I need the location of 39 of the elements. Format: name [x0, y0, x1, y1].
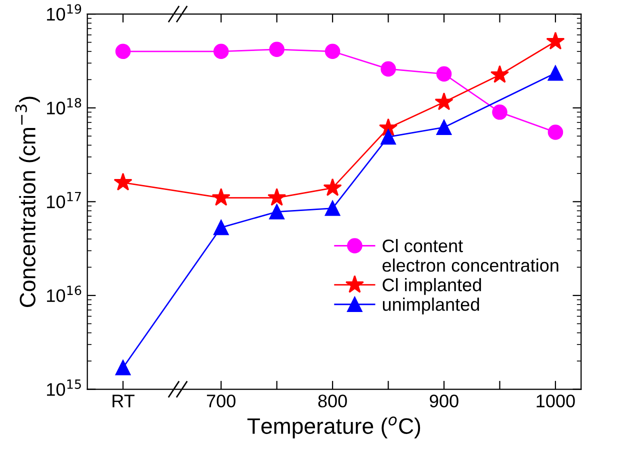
point: [492, 104, 508, 120]
point: [436, 120, 452, 135]
point: [324, 200, 340, 216]
x-tick-label: 900: [430, 394, 458, 408]
annotation: electron concentration: [382, 258, 558, 272]
y-axis-title: Concentration (cm$^{−3}$): [15, 96, 40, 307]
point: [114, 172, 132, 191]
y-tick-label: 10$^{15}$: [47, 380, 81, 396]
point: [380, 129, 396, 145]
point: [115, 44, 131, 60]
x-tick-label: RT: [112, 394, 134, 408]
legend-label: unimplanted: [382, 298, 479, 314]
point: [380, 61, 396, 77]
point: [323, 178, 342, 196]
y-tick-label: 10$^{19}$: [47, 4, 82, 21]
point: [379, 118, 398, 136]
point: [115, 360, 131, 376]
x-tick-label: 1000: [536, 394, 575, 408]
point: [436, 66, 452, 82]
point: [269, 204, 284, 220]
point: [213, 44, 229, 60]
point: [269, 42, 284, 58]
y-tick-label: 10$^{18}$: [47, 98, 82, 114]
point: [324, 44, 340, 60]
x-axis-title: Temperature ($^{o}$C): [247, 416, 420, 438]
legend-label: Cl implanted: [382, 278, 481, 295]
y-tick-label: 10$^{16}$: [47, 286, 82, 302]
point: [213, 220, 229, 236]
point: [490, 65, 510, 83]
point: [546, 32, 565, 50]
point: [434, 92, 454, 110]
y-tick-label: 10$^{17}$: [47, 192, 81, 208]
point: [212, 188, 230, 206]
x-tick-label: 700: [206, 394, 236, 408]
point: [548, 124, 564, 140]
legend-label: Cl content: [382, 238, 463, 252]
x-tick-label: 800: [318, 394, 347, 408]
point: [548, 65, 564, 81]
point: [268, 188, 286, 206]
